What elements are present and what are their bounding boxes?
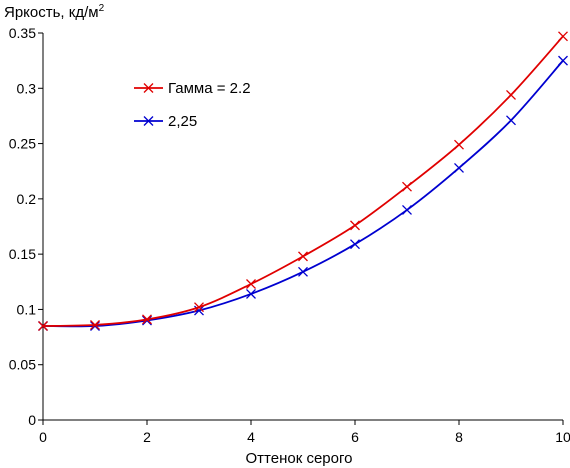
series-1-point xyxy=(142,315,152,326)
series-1-point xyxy=(506,115,516,126)
series-1-point xyxy=(246,288,256,299)
x-axis-title: Оттенок серого xyxy=(246,450,353,467)
series-0-point xyxy=(246,279,256,289)
x-tick-label: 4 xyxy=(247,429,255,445)
series-line-1 xyxy=(42,60,564,328)
legend-label-0: Гамма = 2.2 xyxy=(168,80,251,97)
series-1-point xyxy=(402,204,412,215)
x-tick-label: 10 xyxy=(555,429,570,445)
plot-area: 0 0.05 0.1 0.15 0.2 0.25 0.3 0.35 0 2 4 6 8 10 xyxy=(9,25,570,445)
series-0-point xyxy=(38,321,48,331)
series-1-point xyxy=(90,321,100,331)
legend-marker-1 xyxy=(143,116,154,126)
series-0-point xyxy=(454,139,464,150)
y-tick-label: 0.35 xyxy=(9,25,36,41)
legend: Гамма = 2.2 2,25 xyxy=(134,80,251,130)
y-tick-label: 0.2 xyxy=(17,191,37,207)
x-tick-label: 0 xyxy=(39,429,47,445)
series-0-point xyxy=(298,251,308,262)
series-0-point xyxy=(194,302,204,313)
series-1-point xyxy=(558,55,568,66)
y-axis-title: Яркость, кд/м2 xyxy=(4,3,105,21)
y-tick-label: 0.3 xyxy=(17,80,37,96)
series-0-point xyxy=(506,89,516,100)
series-0-point xyxy=(558,31,568,42)
series-0-point xyxy=(142,314,152,325)
series-1-point xyxy=(298,266,308,277)
series-0-point xyxy=(350,220,360,231)
legend-marker-0 xyxy=(143,83,154,93)
legend-label-1: 2,25 xyxy=(168,113,197,130)
y-tick-label: 0.1 xyxy=(17,301,37,317)
series-line-0 xyxy=(42,35,564,327)
series-1-point xyxy=(350,239,360,250)
x-tick-label: 8 xyxy=(455,429,463,445)
series-0-point xyxy=(90,319,100,330)
y-tick-label: 0.15 xyxy=(9,246,36,262)
x-tick-label: 2 xyxy=(143,429,151,445)
y-tick-label: 0.25 xyxy=(9,136,36,152)
y-tick-label: 0.05 xyxy=(9,357,36,373)
series-1-point xyxy=(454,162,464,173)
series-0-point xyxy=(402,181,412,192)
y-tick-label: 0 xyxy=(28,412,36,428)
x-tick-label: 6 xyxy=(351,429,359,445)
